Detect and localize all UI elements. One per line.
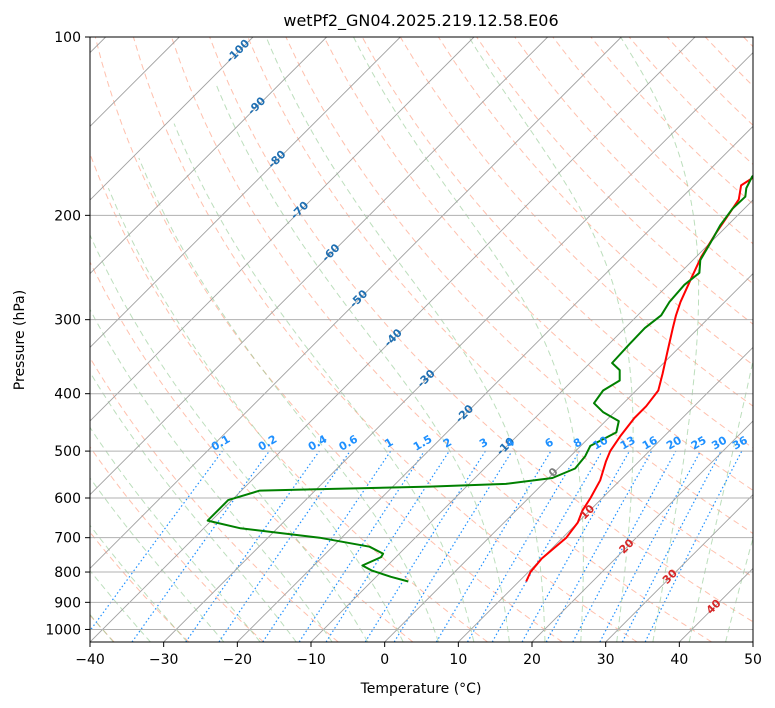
moist-adiabat-16	[688, 358, 753, 642]
moist-adiabat-2	[90, 524, 188, 642]
isotherm-13	[163, 52, 753, 642]
isotherm-7	[90, 37, 327, 275]
dry-adiabat-10	[247, 37, 753, 578]
moist-adiabat-15	[620, 37, 700, 642]
mixing-ratio-line-4	[262, 450, 392, 642]
moist-adiabat-12	[265, 37, 546, 642]
dry-adiabat-8	[171, 37, 712, 642]
moist-adiabat-11	[215, 83, 510, 642]
plot-area	[90, 37, 753, 642]
moist-adiabat-3	[90, 477, 225, 642]
x-tick-label: 40	[670, 652, 688, 668]
mixing-ratio-line-3	[218, 450, 351, 642]
dry-adiabat-4	[90, 260, 414, 642]
y-tick-label: 800	[54, 565, 81, 581]
x-axis: −40 −30 −20 −10 0 10 20 30 40 50	[75, 642, 762, 668]
moist-adiabat-17	[725, 536, 753, 642]
x-tick-label: −10	[296, 652, 326, 668]
dry-adiabat-3	[90, 356, 339, 642]
y-tick-label: 400	[54, 387, 81, 403]
isotherm-16	[384, 273, 753, 642]
dry-adiabat-11	[285, 37, 753, 535]
y-tick-label: 1000	[45, 622, 81, 638]
y-tick-label: 600	[54, 491, 81, 507]
mixing-ratio-line-14	[572, 450, 677, 642]
moist-adiabat-6	[90, 308, 333, 642]
isotherm-18	[531, 420, 753, 642]
mixing-ratio-lines	[90, 450, 743, 642]
y-axis: 100 200 300 400 500 600 700 800 900 1000	[45, 30, 90, 638]
mixing-ratio-line-6	[325, 450, 450, 642]
mixing-ratio-line-13	[545, 450, 653, 642]
mixing-ratio-line-1	[131, 450, 270, 642]
moist-adiabat-5	[90, 371, 297, 642]
isotherm-6	[90, 37, 254, 201]
isotherm-11	[90, 37, 622, 569]
dry-adiabat-9	[209, 37, 753, 623]
mixing-ratio-line-8	[393, 450, 513, 642]
isotherm-12	[90, 37, 696, 642]
moist-adiabat-13	[353, 37, 584, 642]
y-tick-label: 300	[54, 313, 81, 329]
isotherm-8	[90, 37, 401, 348]
mixing-ratio-line-5	[298, 450, 425, 642]
y-tick-label: 900	[54, 595, 81, 611]
mixing-ratio-line-17	[644, 450, 743, 642]
y-tick-label: 700	[54, 531, 81, 547]
x-tick-label: 50	[744, 652, 762, 668]
isotherm-17	[458, 346, 753, 642]
moist-adiabat-4	[90, 426, 261, 642]
moist-adiabat-10	[173, 123, 475, 642]
mixing-ratio-line-2	[185, 450, 320, 642]
sounding-profiles	[206, 174, 753, 583]
dry-adiabat-16	[476, 37, 753, 325]
isotherm-15	[310, 199, 753, 642]
plot-frame	[89, 36, 754, 643]
isotherm-10	[90, 37, 548, 496]
moist-adiabat-1	[90, 569, 151, 642]
x-tick-label: 0	[380, 652, 389, 668]
x-axis-title: Temperature (°C)	[360, 681, 482, 697]
series-dewpoint	[206, 174, 753, 583]
dry-adiabat-17	[514, 37, 753, 285]
mixing-ratio-line-0	[90, 450, 223, 632]
y-axis-title: Pressure (hPa)	[12, 290, 28, 390]
y-tick-label: 100	[54, 30, 81, 46]
isotherm-9	[90, 37, 475, 422]
isotherm-21	[752, 641, 753, 642]
x-tick-label: 30	[597, 652, 615, 668]
y-tick-label: 200	[54, 208, 81, 224]
pressure-gridlines	[90, 37, 753, 630]
x-tick-label: −30	[149, 652, 179, 668]
dry-adiabat-6	[94, 37, 563, 642]
y-tick-label: 500	[54, 444, 81, 460]
isotherm-19	[605, 494, 753, 642]
skewed-isotherms	[90, 37, 753, 642]
x-tick-label: 20	[523, 652, 541, 668]
x-tick-label: −40	[75, 652, 105, 668]
dry-adiabat-12	[323, 37, 753, 491]
moist-adiabat-7	[90, 233, 369, 642]
moist-adiabat-8	[107, 188, 404, 642]
series-temperature	[525, 176, 753, 582]
dry-adiabat-2	[90, 446, 264, 642]
mixing-ratio-line-12	[521, 450, 631, 642]
chart-title: wetPf2_GN04.2025.219.12.58.E06	[283, 11, 558, 31]
dry-adiabats	[90, 37, 753, 642]
x-tick-label: 10	[449, 652, 467, 668]
x-tick-label: −20	[223, 652, 253, 668]
